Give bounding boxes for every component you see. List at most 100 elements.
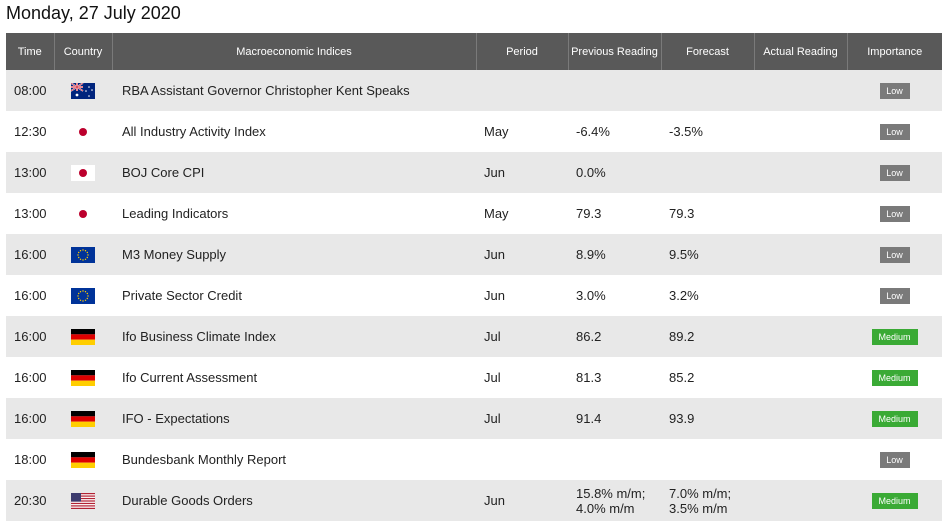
cell-period: Jun [476, 152, 568, 193]
cell-previous: -6.4% [568, 111, 661, 152]
table-header-row: Time Country Macroeconomic Indices Perio… [6, 33, 942, 70]
cell-country [54, 316, 112, 357]
japan-flag-icon [71, 205, 95, 222]
cell-importance: Low [847, 70, 942, 111]
cell-country [54, 152, 112, 193]
table-body: 08:00 RBA Assistant Governor Christopher … [6, 70, 942, 521]
table-row: 12:30 All Industry Activity Index May -6.4%… [6, 111, 942, 152]
cell-indicator-name: Ifo Business Climate Index [112, 316, 476, 357]
previous-value: 86.2 [576, 329, 602, 344]
cell-actual [754, 234, 847, 275]
economic-calendar-table: Time Country Macroeconomic Indices Perio… [6, 33, 942, 521]
cell-importance: Low [847, 152, 942, 193]
cell-importance: Low [847, 439, 942, 480]
cell-country [54, 234, 112, 275]
column-header-actual: Actual Reading [754, 33, 848, 70]
previous-value: -6.4% [576, 124, 610, 139]
column-header-period: Period [476, 33, 569, 70]
cell-importance: Low [847, 234, 942, 275]
cell-actual [754, 439, 847, 480]
cell-country [54, 111, 112, 152]
cell-indicator-name: Private Sector Credit [112, 275, 476, 316]
forecast-value: -3.5% [669, 124, 703, 139]
cell-indicator-name: RBA Assistant Governor Christopher Kent … [112, 70, 476, 111]
column-header-forecast: Forecast [661, 33, 755, 70]
table-row: 16:00 Ifo Current Assessment Jul 81.3 85.2 Me… [6, 357, 942, 398]
cell-actual [754, 111, 847, 152]
previous-value: 81.3 [576, 370, 602, 385]
cell-importance: Low [847, 275, 942, 316]
importance-badge: Low [879, 452, 910, 468]
cell-forecast: 85.2 [661, 357, 754, 398]
cell-previous: 8.9% [568, 234, 661, 275]
cell-time: 08:00 [6, 70, 54, 111]
table-row: 18:00 Bundesbank Monthly Report Low [6, 439, 942, 480]
eu-flag-icon [71, 246, 95, 263]
previous-value: 79.3 [576, 206, 602, 221]
table-row: 16:00 M3 Money Supply Jun 8.9% 9.5% Low [6, 234, 942, 275]
forecast-value: 85.2 [669, 370, 695, 385]
importance-badge: Medium [871, 370, 918, 386]
importance-badge: Low [879, 247, 910, 263]
previous-value: 8.9% [576, 247, 606, 262]
cell-time: 13:00 [6, 193, 54, 234]
cell-period: May [476, 111, 568, 152]
cell-indicator-name: IFO - Expectations [112, 398, 476, 439]
cell-period [476, 70, 568, 111]
forecast-value: 79.3 [669, 206, 695, 221]
importance-badge: Low [879, 83, 910, 99]
column-header-time: Time [6, 33, 55, 70]
germany-flag-icon [71, 410, 95, 427]
column-header-country: Country [54, 33, 113, 70]
cell-previous: 91.4 [568, 398, 661, 439]
page-title: Monday, 27 July 2020 [6, 3, 181, 23]
eu-flag-icon [71, 287, 95, 304]
cell-indicator-name: Leading Indicators [112, 193, 476, 234]
cell-time: 16:00 [6, 275, 54, 316]
cell-period: Jul [476, 357, 568, 398]
forecast-value: 93.9 [669, 411, 695, 426]
forecast-value: 9.5% [669, 247, 699, 262]
cell-actual [754, 193, 847, 234]
cell-time: 13:00 [6, 152, 54, 193]
importance-badge: Low [879, 165, 910, 181]
importance-badge: Low [879, 124, 910, 140]
cell-actual [754, 275, 847, 316]
cell-period [476, 439, 568, 480]
germany-flag-icon [71, 369, 95, 386]
importance-badge: Low [879, 288, 910, 304]
cell-indicator-name: All Industry Activity Index [112, 111, 476, 152]
cell-country [54, 398, 112, 439]
cell-time: 20:30 [6, 480, 54, 521]
cell-country [54, 193, 112, 234]
cell-actual [754, 70, 847, 111]
cell-period: May [476, 193, 568, 234]
previous-value: 3.0% [576, 288, 606, 303]
cell-period: Jul [476, 316, 568, 357]
importance-badge: Medium [871, 411, 918, 427]
usa-flag-icon [71, 492, 95, 509]
cell-country [54, 439, 112, 480]
table-row: 16:00 Ifo Business Climate Index Jul 86.2 89… [6, 316, 942, 357]
cell-importance: Medium [847, 398, 942, 439]
cell-period: Jul [476, 398, 568, 439]
cell-actual [754, 357, 847, 398]
forecast-value: 3.2% [669, 288, 699, 303]
cell-actual [754, 480, 847, 521]
forecast-value: 7.0% m/m; 3.5% m/m [669, 485, 732, 516]
cell-importance: Medium [847, 316, 942, 357]
cell-forecast: -3.5% [661, 111, 754, 152]
cell-time: 16:00 [6, 398, 54, 439]
cell-time: 18:00 [6, 439, 54, 480]
previous-value: 91.4 [576, 411, 602, 426]
column-header-previous: Previous Reading [568, 33, 662, 70]
cell-forecast: 3.2% [661, 275, 754, 316]
germany-flag-icon [71, 328, 95, 345]
table-row: 20:30 Durable Goods Orders Jun 15.8% m/m; 4.… [6, 480, 942, 521]
cell-forecast [661, 152, 754, 193]
cell-period: Jun [476, 275, 568, 316]
cell-indicator-name: Durable Goods Orders [112, 480, 476, 521]
cell-time: 16:00 [6, 316, 54, 357]
previous-value: 0.0% [576, 165, 606, 180]
previous-value: 15.8% m/m; 4.0% m/m [576, 485, 646, 516]
